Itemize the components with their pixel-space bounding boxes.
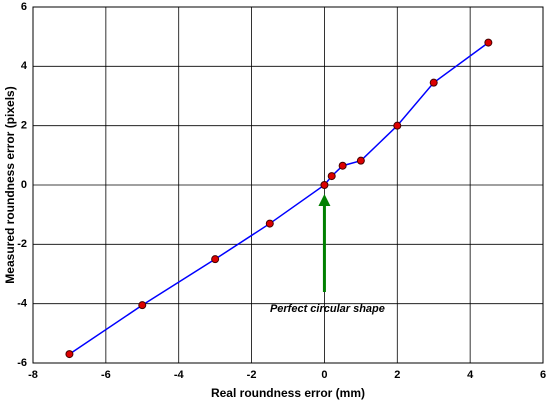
y-tick-label: -4	[17, 298, 28, 310]
x-tick-label: 6	[540, 369, 546, 381]
y-tick-label: 0	[21, 179, 27, 191]
data-point	[211, 255, 220, 264]
data-point	[265, 219, 274, 228]
x-tick-label: 4	[467, 369, 474, 381]
data-point	[65, 350, 74, 359]
y-tick-label: -6	[17, 357, 27, 369]
data-point	[429, 78, 438, 87]
plot-frame	[32, 6, 544, 364]
y-tick-label: 6	[21, 1, 27, 13]
data-point	[320, 181, 329, 189]
x-tick-label: -6	[101, 369, 111, 381]
x-tick-label: -4	[174, 369, 185, 381]
y-tick-label: -2	[17, 238, 27, 250]
x-tick-label: -2	[247, 369, 257, 381]
annotation: Perfect circular shape	[270, 303, 385, 315]
data-point	[138, 301, 147, 310]
data-point	[484, 38, 493, 47]
x-tick-label: 0	[321, 369, 327, 381]
data-point	[393, 121, 402, 130]
y-tick-label: 4	[21, 60, 28, 72]
y-axis-label: Measured roundness error (pixels)	[3, 86, 17, 283]
data-point	[338, 161, 347, 170]
x-tick-label: 2	[394, 369, 400, 381]
x-tick-label: -8	[28, 369, 38, 381]
data-point	[356, 156, 365, 165]
y-tick-label: 2	[21, 120, 27, 132]
data-point	[327, 172, 336, 181]
x-axis-label: Real roundness error (mm)	[211, 386, 365, 400]
